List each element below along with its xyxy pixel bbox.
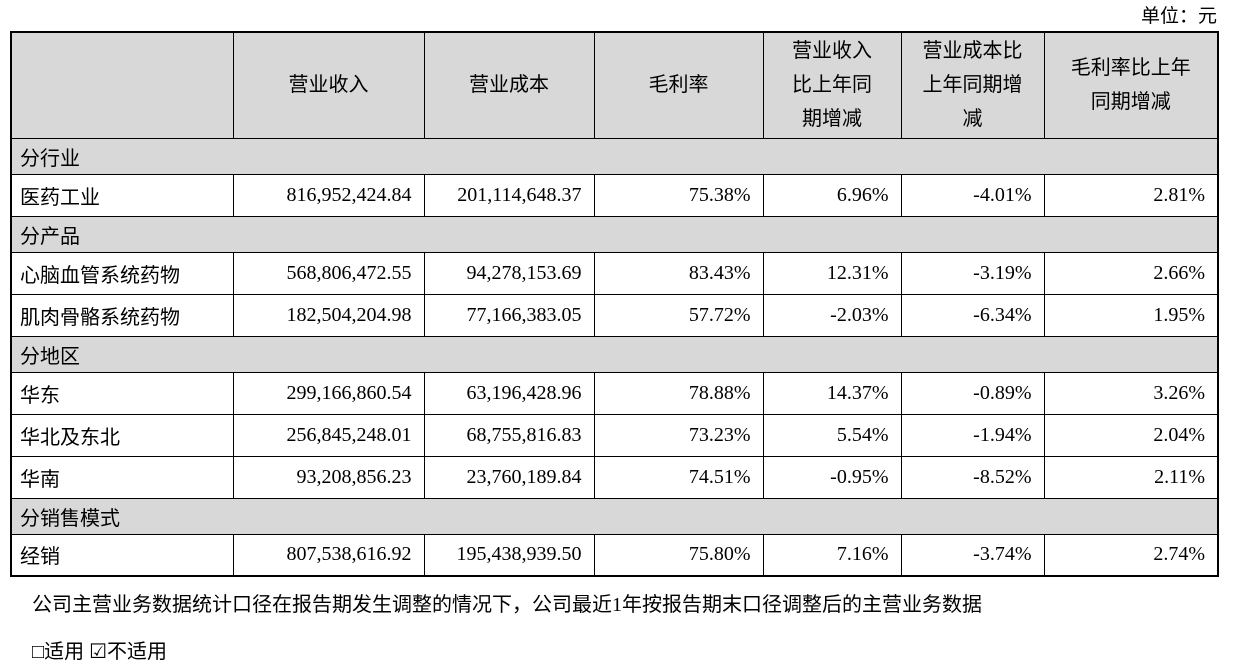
section-by-region: 分地区 (10, 335, 1219, 373)
cell-revenue-yoy: 14.37% (762, 371, 902, 415)
cell-gross-margin: 73.23% (593, 413, 764, 457)
cell-revenue: 93,208,856.23 (232, 455, 425, 499)
header-empty-cell (10, 31, 234, 139)
section-title: 分产品 (10, 215, 1219, 253)
not-applicable-label: 不适用 (107, 641, 168, 663)
cell-cost-yoy: -0.89% (900, 371, 1045, 415)
cell-revenue: 182,504,204.98 (232, 293, 425, 337)
table-row: 肌肉骨骼系统药物 182,504,204.98 77,166,383.05 57… (10, 293, 1219, 337)
cell-gross-margin: 75.80% (593, 533, 764, 577)
cell-margin-yoy: 2.74% (1043, 533, 1219, 577)
cell-revenue: 256,845,248.01 (232, 413, 425, 457)
header-margin-yoy-change: 毛利率比上年 同期增减 (1043, 31, 1219, 139)
table-row: 华南 93,208,856.23 23,760,189.84 74.51% -0… (10, 455, 1219, 499)
cell-cost: 195,438,939.50 (423, 533, 595, 577)
cell-cost-yoy: -4.01% (900, 173, 1045, 217)
table-row: 医药工业 816,952,424.84 201,114,648.37 75.38… (10, 173, 1219, 217)
cell-revenue-yoy: 6.96% (762, 173, 902, 217)
cell-cost-yoy: -6.34% (900, 293, 1045, 337)
header-cost-yoy-change: 营业成本比 上年同期增 减 (900, 31, 1045, 139)
row-label: 华南 (10, 455, 234, 499)
cell-cost: 68,755,816.83 (423, 413, 595, 457)
section-title: 分销售模式 (10, 497, 1219, 535)
cell-revenue: 299,166,860.54 (232, 371, 425, 415)
unit-label: 单位：元 (1140, 6, 1217, 27)
cell-gross-margin: 74.51% (593, 455, 764, 499)
cell-revenue: 816,952,424.84 (232, 173, 425, 217)
cell-cost: 23,760,189.84 (423, 455, 595, 499)
table-row: 经销 807,538,616.92 195,438,939.50 75.80% … (10, 533, 1219, 577)
report-page: 单位：元 营业收入 营业成本 毛利率 营业收入 比上年同 期增减 营业成本比 上… (10, 6, 1219, 664)
cell-margin-yoy: 2.04% (1043, 413, 1219, 457)
cell-cost-yoy: -3.74% (900, 533, 1045, 577)
header-cost: 营业成本 (423, 31, 595, 139)
cell-margin-yoy: 2.81% (1043, 173, 1219, 217)
row-label: 经销 (10, 533, 234, 577)
applicable-label: 适用 (44, 641, 85, 663)
cell-cost-yoy: -8.52% (900, 455, 1045, 499)
cell-cost: 201,114,648.37 (423, 173, 595, 217)
section-by-industry: 分行业 (10, 137, 1219, 175)
table-row: 华东 299,166,860.54 63,196,428.96 78.88% 1… (10, 371, 1219, 415)
checkbox-checked-icon: ☑ (89, 641, 108, 663)
cell-margin-yoy: 3.26% (1043, 371, 1219, 415)
table-header-row: 营业收入 营业成本 毛利率 营业收入 比上年同 期增减 营业成本比 上年同期增 … (10, 31, 1219, 139)
cell-revenue-yoy: -2.03% (762, 293, 902, 337)
cell-margin-yoy: 2.11% (1043, 455, 1219, 499)
cell-revenue-yoy: 5.54% (762, 413, 902, 457)
row-label: 医药工业 (10, 173, 234, 217)
applicability-line: □适用 ☑不适用 (32, 635, 1217, 664)
cell-revenue-yoy: 12.31% (762, 251, 902, 295)
cell-revenue-yoy: 7.16% (762, 533, 902, 577)
table-row: 华北及东北 256,845,248.01 68,755,816.83 73.23… (10, 413, 1219, 457)
adjustment-note: 公司主营业务数据统计口径在报告期发生调整的情况下，公司最近1年按报告期末口径调整… (32, 594, 982, 616)
cell-cost-yoy: -3.19% (900, 251, 1045, 295)
section-by-product: 分产品 (10, 215, 1219, 253)
cell-gross-margin: 57.72% (593, 293, 764, 337)
table-row: 心脑血管系统药物 568,806,472.55 94,278,153.69 83… (10, 251, 1219, 295)
main-business-table: 营业收入 营业成本 毛利率 营业收入 比上年同 期增减 营业成本比 上年同期增 … (10, 31, 1219, 577)
cell-gross-margin: 83.43% (593, 251, 764, 295)
row-label: 华北及东北 (10, 413, 234, 457)
cell-margin-yoy: 1.95% (1043, 293, 1219, 337)
cell-cost: 94,278,153.69 (423, 251, 595, 295)
section-title: 分行业 (10, 137, 1219, 175)
cell-cost: 77,166,383.05 (423, 293, 595, 337)
row-label: 肌肉骨骼系统药物 (10, 293, 234, 337)
cell-gross-margin: 75.38% (593, 173, 764, 217)
cell-cost-yoy: -1.94% (900, 413, 1045, 457)
cell-gross-margin: 78.88% (593, 371, 764, 415)
header-revenue: 营业收入 (232, 31, 425, 139)
header-gross-margin: 毛利率 (593, 31, 764, 139)
cell-revenue: 807,538,616.92 (232, 533, 425, 577)
row-label: 华东 (10, 371, 234, 415)
checkbox-unchecked-icon: □ (32, 641, 45, 663)
cell-cost: 63,196,428.96 (423, 371, 595, 415)
header-revenue-yoy-change: 营业收入 比上年同 期增减 (762, 31, 902, 139)
cell-margin-yoy: 2.66% (1043, 251, 1219, 295)
section-title: 分地区 (10, 335, 1219, 373)
cell-revenue-yoy: -0.95% (762, 455, 902, 499)
section-by-sales-model: 分销售模式 (10, 497, 1219, 535)
row-label: 心脑血管系统药物 (10, 251, 234, 295)
cell-revenue: 568,806,472.55 (232, 251, 425, 295)
